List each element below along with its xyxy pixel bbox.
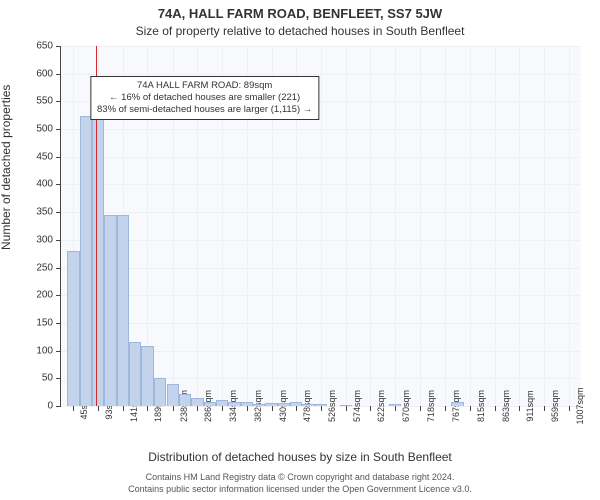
x-tick-label: 863sqm	[495, 390, 511, 422]
gridline-vertical	[370, 46, 371, 406]
x-tick-label: 959sqm	[544, 390, 560, 422]
histogram-bar	[204, 402, 216, 406]
gridline-vertical	[544, 46, 545, 406]
x-tick-label: 334sqm	[222, 390, 238, 422]
y-tick-label: 400	[36, 179, 61, 190]
histogram-bar	[117, 215, 129, 406]
histogram-bar	[191, 398, 203, 406]
histogram-bar	[167, 384, 179, 406]
histogram-bar	[67, 251, 79, 406]
chart-container: 74A, HALL FARM ROAD, BENFLEET, SS7 5JW S…	[0, 0, 600, 500]
histogram-bar	[253, 404, 265, 406]
gridline-vertical	[395, 46, 396, 406]
gridline-vertical	[569, 46, 570, 406]
histogram-bar	[154, 378, 166, 406]
y-tick-label: 650	[36, 41, 61, 52]
y-tick-label: 450	[36, 151, 61, 162]
histogram-bar	[129, 342, 141, 406]
gridline-vertical	[470, 46, 471, 406]
histogram-bar	[241, 402, 253, 406]
x-tick-label: 622sqm	[370, 390, 386, 422]
x-axis-label: Distribution of detached houses by size …	[0, 450, 600, 464]
histogram-bar	[104, 215, 116, 406]
x-tick-label: 526sqm	[321, 390, 337, 422]
histogram-bar	[228, 402, 240, 406]
chart-title: 74A, HALL FARM ROAD, BENFLEET, SS7 5JW	[0, 6, 600, 21]
x-tick-label: 574sqm	[346, 390, 362, 422]
gridline-vertical	[420, 46, 421, 406]
histogram-bar	[80, 116, 92, 406]
annotation-line-1: 74A HALL FARM ROAD: 89sqm	[97, 80, 312, 92]
histogram-bar	[340, 405, 352, 406]
y-tick-label: 50	[42, 373, 61, 384]
y-tick-label: 500	[36, 124, 61, 135]
histogram-bar	[302, 404, 314, 406]
histogram-bar	[179, 394, 191, 406]
x-tick-label: 1007sqm	[569, 387, 585, 424]
y-tick-label: 250	[36, 262, 61, 273]
x-tick-label: 670sqm	[395, 390, 411, 422]
gridline-vertical	[495, 46, 496, 406]
histogram-bar	[290, 402, 302, 406]
footer-line-1: Contains HM Land Registry data © Crown c…	[0, 472, 600, 482]
annotation-box: 74A HALL FARM ROAD: 89sqm ← 16% of detac…	[90, 76, 319, 120]
y-tick-label: 550	[36, 96, 61, 107]
y-axis-label: Number of detached properties	[0, 85, 13, 250]
histogram-bar	[265, 403, 277, 406]
x-tick-label: 767sqm	[445, 390, 461, 422]
x-tick-label: 911sqm	[519, 390, 535, 421]
annotation-line-2: ← 16% of detached houses are smaller (22…	[97, 92, 312, 104]
annotation-line-3: 83% of semi-detached houses are larger (…	[97, 104, 312, 116]
gridline-vertical	[445, 46, 446, 406]
x-tick-label: 286sqm	[197, 390, 213, 422]
gridline-vertical	[321, 46, 322, 406]
chart-subtitle: Size of property relative to detached ho…	[0, 24, 600, 38]
y-tick-label: 300	[36, 234, 61, 245]
gridline-vertical	[346, 46, 347, 406]
histogram-bar	[216, 400, 228, 406]
histogram-bar	[278, 403, 290, 406]
y-tick-label: 0	[47, 401, 61, 412]
plot-area: 0501001502002503003504004505005506006504…	[60, 46, 581, 407]
y-tick-label: 600	[36, 68, 61, 79]
x-tick-label: 815sqm	[470, 390, 486, 422]
y-tick-label: 200	[36, 290, 61, 301]
histogram-bar	[315, 404, 327, 406]
x-tick-label: 382sqm	[247, 390, 263, 422]
histogram-bar	[451, 402, 463, 406]
footer-line-2: Contains public sector information licen…	[0, 484, 600, 494]
y-tick-label: 100	[36, 345, 61, 356]
x-tick-label: 478sqm	[296, 390, 312, 422]
gridline-vertical	[519, 46, 520, 406]
y-tick-label: 150	[36, 317, 61, 328]
histogram-bar	[141, 346, 153, 406]
histogram-bar	[92, 115, 104, 406]
x-tick-label: 718sqm	[420, 390, 436, 422]
y-tick-label: 350	[36, 207, 61, 218]
x-tick-label: 430sqm	[272, 390, 288, 422]
histogram-bar	[389, 404, 401, 406]
